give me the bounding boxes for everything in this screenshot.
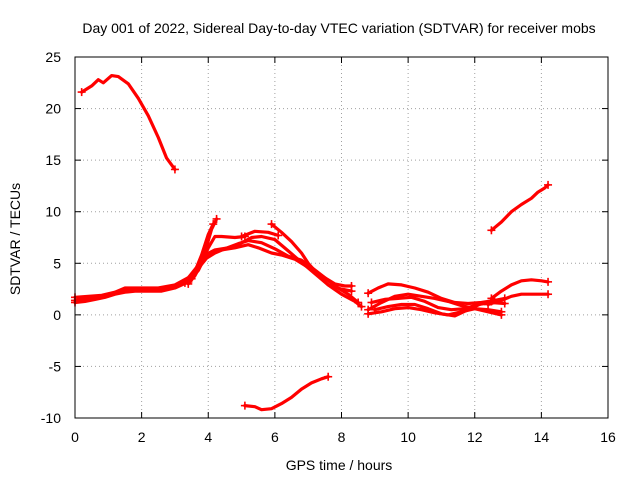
y-tick-label: -10 (41, 410, 61, 426)
endpoint-marker (212, 214, 221, 223)
x-axis-label: GPS time / hours (286, 457, 393, 473)
series-arc-10 (243, 375, 330, 412)
x-tick-label: 12 (467, 429, 483, 445)
x-tick-label: 16 (600, 429, 616, 445)
endpoint-marker (209, 220, 218, 229)
endpoint-marker (324, 372, 333, 381)
y-tick-label: 0 (53, 307, 61, 323)
endpoint-marker (500, 299, 509, 308)
x-tick-label: 6 (271, 429, 279, 445)
endpoint-marker (240, 401, 249, 410)
x-tick-label: 0 (71, 429, 79, 445)
x-tick-label: 14 (534, 429, 550, 445)
endpoint-marker (170, 165, 179, 174)
endpoint-marker (364, 289, 373, 298)
plot-frame (74, 56, 609, 419)
y-tick-label: 25 (45, 49, 61, 65)
y-tick-label: 20 (45, 101, 61, 117)
endpoint-marker (357, 302, 366, 311)
series-arc-8 (240, 229, 280, 239)
endpoint-marker (180, 278, 189, 287)
x-tick-label: 10 (400, 429, 416, 445)
series-arc-18 (486, 292, 550, 307)
endpoint-marker (274, 231, 283, 240)
endpoint-marker (487, 294, 496, 303)
y-axis-label: SDTVAR / TECUs (7, 183, 23, 295)
endpoint-marker (497, 310, 506, 319)
endpoint-marker (370, 305, 379, 314)
endpoint-marker (237, 232, 246, 241)
endpoint-marker (544, 180, 553, 189)
chart-title: Day 001 of 2022, Sidereal Day-to-day VTE… (82, 20, 595, 36)
endpoint-marker (367, 298, 376, 307)
x-tick-label: 4 (204, 429, 212, 445)
series-arc-17 (489, 278, 550, 300)
endpoint-marker (544, 290, 553, 299)
endpoint-marker (487, 226, 496, 235)
y-tick-label: 10 (45, 204, 61, 220)
endpoint-marker (77, 88, 86, 97)
endpoint-marker (544, 277, 553, 286)
endpoint-marker (484, 300, 493, 309)
endpoint-marker (347, 287, 356, 296)
series-group (71, 73, 553, 412)
series-arc-7 (183, 222, 215, 285)
x-tick-label: 2 (138, 429, 146, 445)
series-arc-9 (269, 222, 364, 309)
x-tick-label: 8 (338, 429, 346, 445)
endpoint-marker (364, 309, 373, 318)
y-tick-label: 15 (45, 152, 61, 168)
y-tick-label: 5 (53, 255, 61, 271)
series-arc-16 (489, 183, 550, 232)
grid-lines (75, 57, 608, 418)
series-arc-1 (80, 73, 177, 171)
endpoint-marker (267, 220, 276, 229)
series-arc-15 (373, 299, 493, 318)
y-tick-label: -5 (49, 358, 62, 374)
